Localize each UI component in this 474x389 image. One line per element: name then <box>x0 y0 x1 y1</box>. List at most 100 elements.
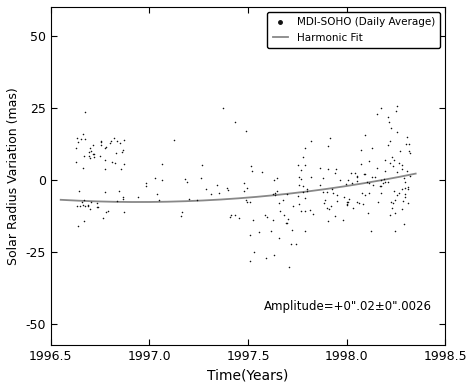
Point <box>353 199 360 205</box>
Point <box>297 208 304 214</box>
Point <box>343 202 350 208</box>
Point <box>90 142 97 149</box>
Point <box>365 180 373 186</box>
Point <box>401 179 409 185</box>
Point <box>388 205 396 212</box>
Point <box>273 188 281 194</box>
Point <box>178 209 186 215</box>
Legend: MDI-SOHO (Daily Average), Harmonic Fit: MDI-SOHO (Daily Average), Harmonic Fit <box>267 12 440 48</box>
Point <box>228 212 235 218</box>
Point <box>343 201 351 207</box>
Point <box>86 149 93 155</box>
Point <box>287 241 294 247</box>
Point <box>78 199 85 205</box>
Point <box>384 114 392 120</box>
Point <box>386 160 394 166</box>
Point <box>283 191 291 197</box>
Point <box>235 214 243 221</box>
Point <box>391 210 399 216</box>
Point <box>134 194 142 200</box>
Point <box>353 173 361 180</box>
X-axis label: Time(Years): Time(Years) <box>207 368 289 382</box>
Point <box>358 190 365 196</box>
Point <box>344 199 352 205</box>
Point <box>158 177 166 184</box>
Point <box>301 145 309 151</box>
Point <box>240 180 247 186</box>
Point <box>340 194 347 200</box>
Point <box>388 199 395 205</box>
Point <box>270 252 278 258</box>
Point <box>91 154 98 161</box>
Point <box>93 203 100 210</box>
Point <box>271 190 279 196</box>
Point <box>155 196 163 203</box>
Point <box>352 170 359 176</box>
Point <box>395 159 402 166</box>
Point <box>368 173 375 180</box>
Point <box>107 138 115 144</box>
Point <box>101 189 109 195</box>
Point <box>303 188 310 194</box>
Point <box>72 158 79 165</box>
Point <box>219 105 227 111</box>
Point <box>118 149 126 155</box>
Point <box>288 227 296 233</box>
Point <box>320 200 328 206</box>
Point <box>325 206 333 212</box>
Point <box>85 153 93 159</box>
Point <box>87 198 94 205</box>
Point <box>297 175 305 182</box>
Point <box>85 203 92 209</box>
Point <box>337 177 344 183</box>
Point <box>142 183 149 189</box>
Point <box>296 201 303 207</box>
Point <box>349 205 356 211</box>
Point <box>240 187 247 194</box>
Point <box>401 184 409 191</box>
Point <box>108 159 116 165</box>
Point <box>344 177 352 183</box>
Point <box>398 166 405 172</box>
Point <box>404 184 412 191</box>
Point <box>283 220 291 226</box>
Point <box>82 109 89 116</box>
Point <box>399 206 406 212</box>
Point <box>223 185 231 191</box>
Point <box>99 215 106 221</box>
Point <box>357 160 365 166</box>
Point <box>297 166 305 173</box>
Point <box>393 191 401 198</box>
Point <box>377 105 384 111</box>
Point <box>365 190 373 196</box>
Point <box>328 203 335 209</box>
Point <box>390 188 398 194</box>
Point <box>401 194 409 201</box>
Point <box>377 183 384 189</box>
Point <box>404 200 412 206</box>
Point <box>101 166 109 172</box>
Point <box>365 158 373 164</box>
Point <box>73 145 80 151</box>
Point <box>258 169 266 175</box>
Point <box>294 162 302 168</box>
Point <box>80 197 88 203</box>
Point <box>377 190 384 196</box>
Point <box>308 138 315 144</box>
Point <box>263 214 270 220</box>
Point <box>373 110 381 117</box>
Point <box>295 193 302 199</box>
Point <box>255 229 263 235</box>
Point <box>117 139 124 145</box>
Point <box>346 196 353 202</box>
Point <box>248 168 256 175</box>
Point <box>326 135 334 141</box>
Point <box>342 181 350 187</box>
Point <box>303 186 310 193</box>
Point <box>374 200 382 206</box>
Point <box>111 160 118 166</box>
Point <box>119 147 127 153</box>
Point <box>384 179 392 185</box>
Point <box>369 182 377 188</box>
Point <box>269 217 277 224</box>
